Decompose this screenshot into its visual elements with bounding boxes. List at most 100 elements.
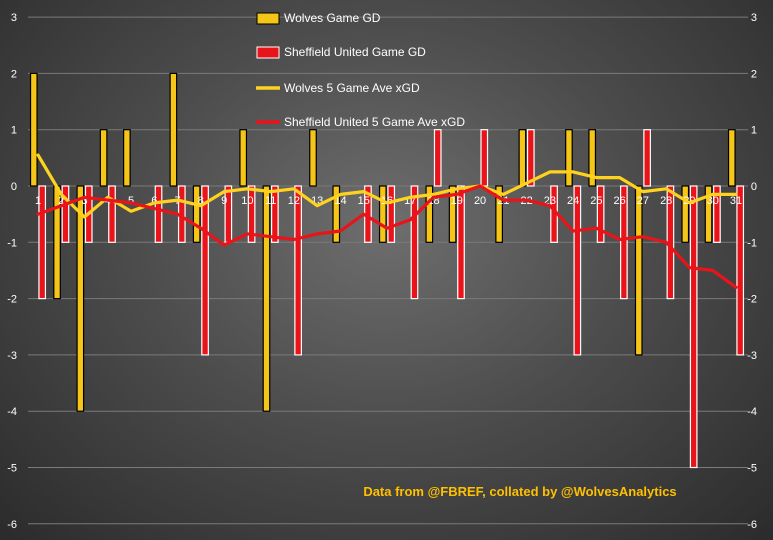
x-category-label: 19 <box>451 195 463 207</box>
x-category-label: 29 <box>683 195 695 207</box>
x-category-label: 31 <box>730 195 742 207</box>
wolves-gd-bar <box>518 129 527 187</box>
wolves-gd-bar <box>448 185 457 243</box>
wolves-gd-bar <box>727 129 736 187</box>
wolves-gd-bar <box>29 72 38 187</box>
legend-swatch-sheffield-gd <box>256 46 280 59</box>
sheffield-gd-bar <box>596 185 605 243</box>
bars <box>29 72 745 469</box>
x-category-label: 1 <box>35 195 41 207</box>
legend-label: Sheffield United Game GD <box>284 45 426 59</box>
sheffield-gd-bar <box>736 185 745 356</box>
x-category-label: 9 <box>221 195 227 207</box>
wolves-gd-bar <box>76 185 85 412</box>
y-tick-label-right: 2 <box>751 68 757 80</box>
y-axis-left-ticks: -6 -5 -4 -3 -2 -1 0 1 2 3 <box>7 12 17 531</box>
y-tick-label-right: 1 <box>751 125 757 137</box>
wolves-gd-bar <box>565 129 573 187</box>
y-tick-label-left: 0 <box>11 181 17 193</box>
sheffield-gd-bar <box>410 185 419 300</box>
wolves-gd-bar <box>169 72 178 187</box>
wolves-gd-bar <box>239 129 248 187</box>
sheffield-gd-bar <box>573 185 582 356</box>
sheffield-gd-bar <box>154 185 163 243</box>
wolves-gd-bar <box>262 185 271 412</box>
x-category-label: 12 <box>288 195 300 207</box>
x-category-label: 6 <box>151 195 157 207</box>
sheffield-xgd-line <box>36 184 738 289</box>
y-tick-label-left: -6 <box>7 519 17 531</box>
y-tick-label-left: 3 <box>11 12 17 24</box>
x-category-label: 14 <box>334 195 346 207</box>
sheffield-gd-bar <box>526 129 535 187</box>
wolves-gd-bar <box>123 129 131 187</box>
legend: Wolves Game GD Sheffield United Game GD Wo… <box>256 11 465 129</box>
y-tick-label-right: -4 <box>747 406 757 418</box>
y-tick-label-left: -2 <box>7 294 17 306</box>
wolves-gd-bar <box>588 129 597 187</box>
x-category-label: 5 <box>128 195 134 207</box>
x-category-label: 30 <box>707 195 719 207</box>
x-category-label: 10 <box>241 195 253 207</box>
x-category-label: 24 <box>567 195 579 207</box>
x-category-label: 8 <box>198 195 204 207</box>
wolves-gd-bar <box>192 185 201 243</box>
y-tick-label-left: 2 <box>11 68 17 80</box>
legend-label: Wolves 5 Game Ave xGD <box>284 81 420 95</box>
y-tick-label-left: -1 <box>7 237 17 249</box>
x-category-label: 25 <box>590 195 602 207</box>
sheffield-gd-bar <box>620 185 628 300</box>
wolves-gd-bar <box>99 129 108 187</box>
sheffield-gd-bar <box>713 185 721 243</box>
sheffield-gd-bar <box>201 185 209 356</box>
sheffield-gd-bar <box>643 129 651 187</box>
legend-swatch-wolves-gd <box>256 12 280 25</box>
y-tick-label-left: -5 <box>7 463 17 475</box>
legend-label: Wolves Game GD <box>284 11 381 25</box>
sheffield-gd-bar <box>108 185 116 243</box>
y-tick-label-right: -1 <box>747 237 757 249</box>
x-category-label: 16 <box>381 195 393 207</box>
x-category-label: 27 <box>637 195 649 207</box>
y-tick-label-right: 3 <box>751 12 757 24</box>
sheffield-gd-bar <box>387 185 396 243</box>
y-tick-label-right: -2 <box>747 294 757 306</box>
x-category-label: 3 <box>81 195 87 207</box>
legend-label: Sheffield United 5 Game Ave xGD <box>284 115 465 129</box>
wolves-gd-bar <box>378 185 387 243</box>
sheffield-gd-bar <box>480 129 489 187</box>
x-category-label: 28 <box>660 195 672 207</box>
x-category-label: 2 <box>58 195 64 207</box>
sheffield-gd-bar <box>433 129 442 187</box>
data-credit-annotation: Data from @FBREF, collated by @WolvesAna… <box>363 484 676 499</box>
sheffield-gd-bar <box>247 185 256 243</box>
xgd-lines <box>36 153 738 289</box>
wolves-gd-bar <box>704 185 713 243</box>
y-tick-label-right: -6 <box>747 519 757 531</box>
wolves-gd-bar <box>495 185 503 243</box>
sheffield-gd-bar <box>689 185 698 469</box>
x-category-label: 11 <box>265 195 276 207</box>
y-tick-label-right: 0 <box>751 181 757 193</box>
wolves-gd-bar <box>425 185 434 243</box>
x-category-label: 26 <box>614 195 626 207</box>
wolves-xgd-line <box>36 153 738 219</box>
wolves-gd-bar <box>309 129 317 187</box>
sheffield-gd-bar <box>457 185 465 300</box>
y-tick-label-left: 1 <box>11 125 17 137</box>
wolves-gd-bar <box>681 185 690 243</box>
sheffield-gd-bar <box>38 185 47 300</box>
sheffield-gd-bar <box>271 185 279 243</box>
y-axis-right-ticks: -6 -5 -4 -3 -2 -1 0 1 2 3 <box>747 12 757 531</box>
y-tick-label-left: -3 <box>7 350 17 362</box>
x-category-label: 15 <box>358 195 370 207</box>
x-category-label: 20 <box>474 195 486 207</box>
sheffield-gd-bar <box>294 185 302 356</box>
y-tick-label-right: -3 <box>747 350 757 362</box>
y-tick-label-right: -5 <box>747 463 757 475</box>
wolves-gd-bar <box>332 185 341 243</box>
sheffield-gd-bar <box>61 185 70 243</box>
wolves-gd-bar <box>634 185 643 356</box>
